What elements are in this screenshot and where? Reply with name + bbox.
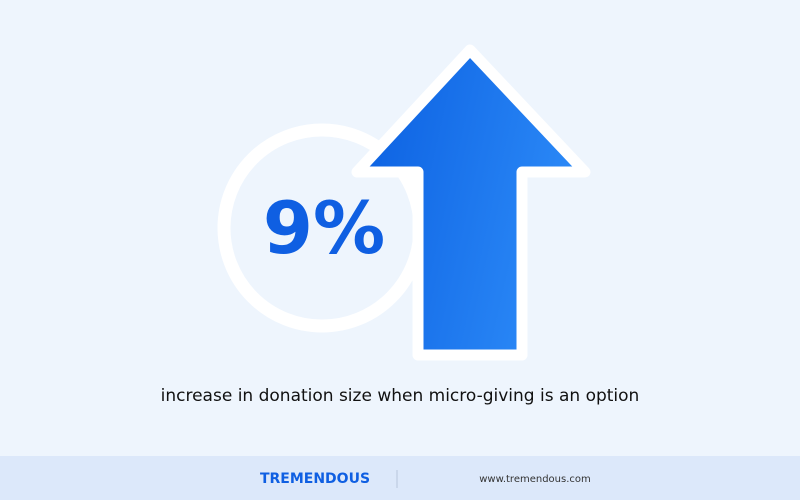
- up-arrow: [351, 44, 591, 361]
- stat-value: 9%: [263, 186, 385, 270]
- footer-band: [0, 456, 800, 500]
- footer-brand: TREMENDOUS: [260, 471, 370, 487]
- footer-url: www.tremendous.com: [479, 474, 591, 485]
- stat-caption: increase in donation size when micro-giv…: [161, 386, 640, 406]
